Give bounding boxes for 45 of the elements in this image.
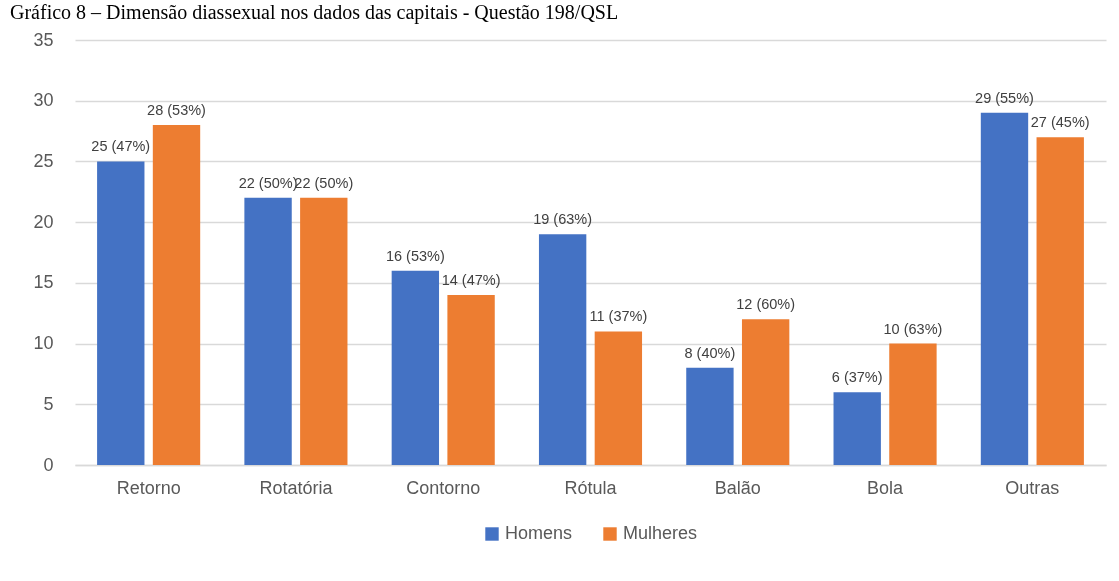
x-tick-label: Balão xyxy=(714,477,761,498)
y-tick-label: 10 xyxy=(33,333,54,354)
bar xyxy=(97,161,145,465)
bar xyxy=(686,367,734,465)
bar xyxy=(833,392,881,465)
data-label: 10 (63%) xyxy=(883,320,943,337)
bar xyxy=(889,343,937,465)
bar xyxy=(980,112,1029,465)
bar xyxy=(447,295,495,465)
bar xyxy=(300,197,348,465)
x-tick-label: Contorno xyxy=(406,477,481,498)
y-tick-label: 5 xyxy=(43,393,54,414)
bar xyxy=(1036,137,1084,465)
x-tick-label: Retorno xyxy=(116,477,181,498)
bar xyxy=(391,270,440,465)
data-label: 19 (63%) xyxy=(533,211,593,228)
y-tick-label: 35 xyxy=(33,29,54,50)
data-label: 8 (40%) xyxy=(684,344,736,361)
y-tick-label: 30 xyxy=(33,90,54,111)
y-tick-label: 15 xyxy=(33,272,54,293)
bar xyxy=(244,197,292,465)
legend-label: Homens xyxy=(505,523,573,543)
data-label: 28 (53%) xyxy=(147,102,206,118)
chart-title: Gráfico 8 – Dimensão diassexual nos dados das capitais - Questão 198/QSL xyxy=(10,1,619,24)
y-tick-label: 0 xyxy=(43,454,54,475)
x-tick-label: Rotatória xyxy=(259,477,334,498)
y-tick-label: 20 xyxy=(33,211,54,232)
data-label: 12 (60%) xyxy=(736,296,796,313)
legend-label: Mulheres xyxy=(623,523,698,543)
x-tick-label: Outras xyxy=(1005,477,1060,498)
data-label: 22 (50%) xyxy=(238,174,298,191)
data-label: 25 (47%) xyxy=(91,138,151,155)
y-tick-label: 25 xyxy=(33,150,54,171)
x-tick-label: Bola xyxy=(867,477,905,498)
bar xyxy=(594,331,643,465)
data-label: 6 (37%) xyxy=(831,369,883,386)
bar xyxy=(741,319,790,465)
bar xyxy=(152,125,201,465)
bar xyxy=(538,234,587,465)
data-label: 11 (37%) xyxy=(589,308,648,325)
data-label: 29 (55%) xyxy=(975,89,1034,106)
data-label: 16 (53%) xyxy=(385,247,445,264)
x-tick-label: Rótula xyxy=(564,477,618,498)
data-label: 14 (47%) xyxy=(441,272,501,288)
data-label: 27 (45%) xyxy=(1030,114,1090,131)
